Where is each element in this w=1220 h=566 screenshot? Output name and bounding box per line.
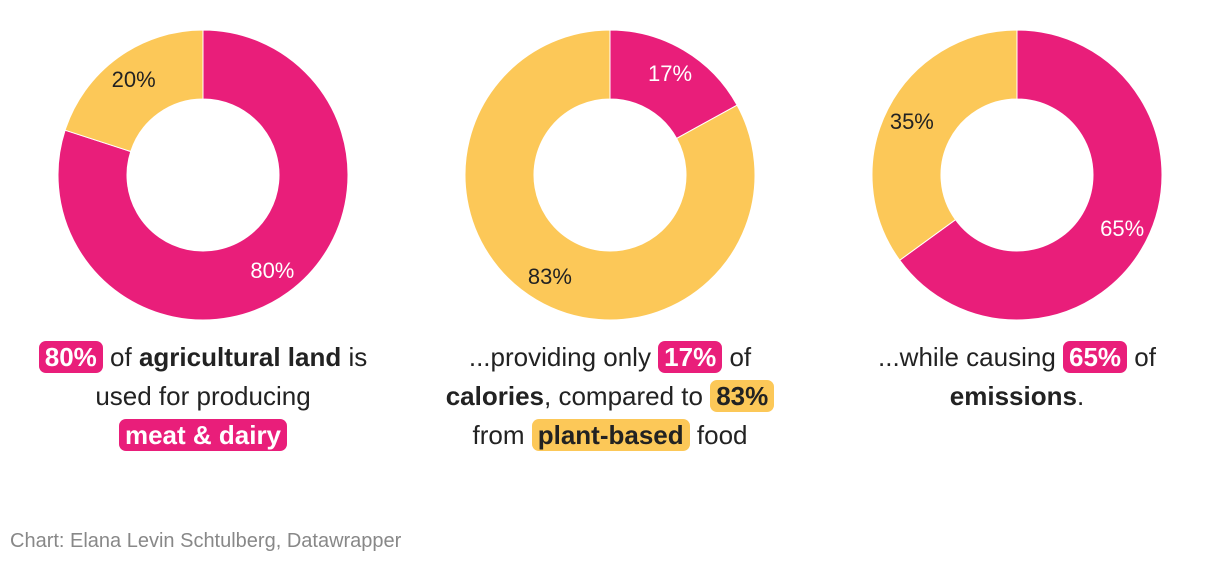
donut-slice [871, 29, 1018, 261]
caption-land: 80% of agricultural land is used for pro… [3, 338, 403, 455]
slice-label: 17% [648, 61, 692, 86]
highlight-meat-dairy: meat & dairy [118, 419, 288, 451]
donut-slice [898, 29, 1163, 321]
donut-slice [64, 29, 204, 153]
bold-emissions: emissions [949, 381, 1077, 411]
donut-calories: 17% 83% [464, 29, 756, 321]
bold-calories: calories [445, 381, 545, 411]
bold-agricultural-land: agricultural land [138, 342, 342, 372]
chart-emissions: 65% 35% ...while causing 65% of emissions… [817, 0, 1217, 480]
highlight-83: 83% [710, 380, 775, 412]
donut-slice [57, 29, 349, 321]
highlight-65: 65% [1063, 341, 1128, 373]
donut-emissions: 65% 35% [871, 29, 1163, 321]
donut-slice [464, 29, 756, 321]
slice-label: 65% [1100, 216, 1144, 241]
donut-land: 80% 20% [57, 29, 349, 321]
chart-calories: 17% 83% ...providing only 17% of calories… [410, 0, 810, 480]
highlight-17: 17% [658, 341, 723, 373]
slice-label: 35% [890, 109, 934, 134]
highlight-80: 80% [38, 341, 103, 373]
caption-calories: ...providing only 17% of calories, compa… [410, 338, 810, 455]
slice-label: 83% [528, 264, 572, 289]
slice-label: 80% [250, 258, 294, 283]
chart-land: 80% 20% 80% of agricultural land is used … [3, 0, 403, 480]
caption-emissions: ...while causing 65% of emissions. [878, 341, 1156, 411]
highlight-plant-based: plant-based [531, 419, 690, 451]
slice-label: 20% [112, 67, 156, 92]
chart-credit: Chart: Elana Levin Schtulberg, Datawrapp… [10, 530, 402, 552]
